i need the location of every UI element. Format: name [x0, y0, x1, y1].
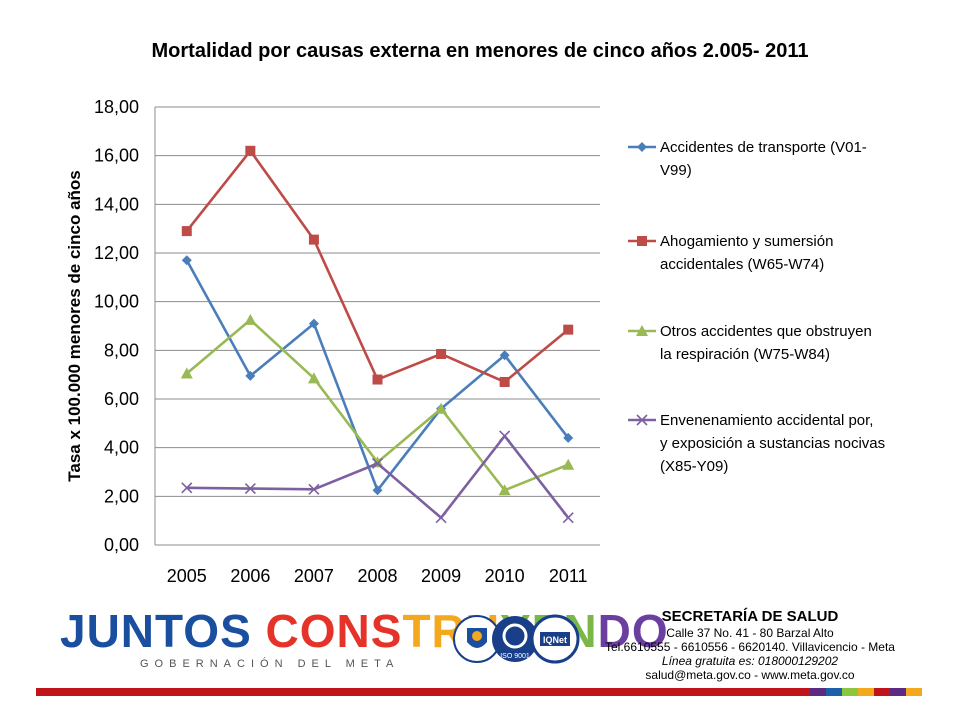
series-line: [186, 434, 570, 520]
y-tick-label: 4,00: [104, 438, 139, 458]
axes: 0,00 2,00 4,00 6,00 8,00 10,00 12,00 14,00 16,00…: [65, 97, 600, 586]
x-tick-label: 2007: [294, 566, 334, 586]
footer-red-bar: [36, 688, 810, 696]
data-point: [245, 370, 256, 381]
legend: Accidentes de transporte (V01- V99) Ahogam…: [628, 139, 885, 475]
data-point: [372, 485, 383, 496]
x-tick-label: 2010: [485, 566, 525, 586]
data-point: [307, 372, 320, 384]
data-point: [562, 512, 574, 524]
contact-block: SECRETARÍA DE SALUD Calle 37 No. 41 - 80…: [590, 608, 910, 682]
data-point: [498, 484, 511, 496]
data-point: [180, 367, 193, 379]
data-point: [371, 457, 384, 470]
gridlines: [155, 106, 600, 497]
x-tick-label: 2009: [421, 566, 461, 586]
data-point: [181, 226, 192, 237]
x-tick-label: 2011: [549, 566, 588, 586]
legend-item-2: Ahogamiento y sumersión accidentales (W65…: [628, 233, 833, 273]
iso-seal-text: ISO 9001: [500, 653, 530, 660]
footer: JUNTOS CONSTRUYENDO GOBERNACIÓN DEL META…: [0, 592, 960, 720]
color-strip-block: [810, 688, 826, 696]
legend-item-4: Envenenamiento accidental por, y exposici…: [628, 412, 885, 475]
color-strip-block: [890, 688, 906, 696]
data-point: [308, 234, 319, 245]
data-point: [244, 313, 257, 325]
y-tick-label: 2,00: [104, 486, 139, 506]
iso-certification-icon: ISO 9001: [492, 616, 538, 662]
data-point: [244, 482, 256, 495]
data-point: [563, 324, 574, 335]
legend-swatch-marker: [636, 325, 648, 336]
color-strip-block: [906, 688, 922, 696]
y-axis-title: Tasa x 100.000 menores de cinco años: [65, 170, 84, 482]
series-line: [185, 149, 570, 384]
data-point: [499, 350, 510, 361]
y-tick-label: 8,00: [104, 340, 139, 360]
logo-subtitle: GOBERNACIÓN DEL META: [140, 658, 400, 670]
contact-phone: Tel.6610555 - 6610556 - 6620140. Villavi…: [605, 640, 895, 654]
legend-label: Ahogamiento y sumersión: [660, 233, 833, 250]
contact-email: salud@meta.gov.co - www.meta.gov.co: [645, 668, 855, 682]
series-1: [181, 255, 574, 496]
data-point: [181, 255, 192, 266]
data-point: [436, 348, 447, 359]
y-tick-label: 14,00: [94, 194, 139, 214]
legend-swatch-marker: [636, 414, 648, 426]
color-strip-block: [874, 688, 890, 696]
legend-label: (X85-Y09): [660, 458, 728, 475]
data-point: [372, 374, 383, 385]
legend-label: Envenenamiento accidental por,: [660, 412, 873, 429]
iqnet-certification-icon: IQNet: [530, 614, 580, 664]
data-point: [245, 145, 256, 156]
legend-item-3: Otros accidentes que obstruyen la respira…: [628, 323, 872, 363]
x-tick-label: 2008: [357, 566, 397, 586]
logo-part-1: JUNTOS: [60, 605, 252, 657]
legend-label: la respiración (W75-W84): [660, 346, 830, 363]
data-point: [562, 458, 575, 470]
data-point: [181, 482, 193, 494]
legend-label: accidentales (W65-W74): [660, 256, 824, 273]
data-point: [499, 430, 511, 442]
x-tick-label: 2005: [167, 566, 207, 586]
color-strip-block: [826, 688, 842, 696]
contact-address: Calle 37 No. 41 - 80 Barzal Alto: [666, 626, 834, 640]
y-tick-label: 16,00: [94, 146, 139, 166]
logo-part-5: DO: [597, 605, 669, 657]
legend-swatch-marker: [637, 236, 647, 246]
series-3: [180, 313, 575, 496]
legend-item-1: Accidentes de transporte (V01- V99): [628, 139, 867, 179]
contact-heading: SECRETARÍA DE SALUD: [661, 608, 839, 625]
legend-label: V99): [660, 162, 692, 179]
series-lines: [180, 145, 575, 524]
y-tick-label: 0,00: [104, 535, 139, 555]
y-tick-label: 18,00: [94, 97, 139, 117]
contact-toll-free: Línea gratuita es: 018000129202: [661, 654, 839, 668]
data-point: [563, 432, 574, 443]
color-strip-block: [858, 688, 874, 696]
logo-part-2: CONS: [251, 605, 403, 657]
series-2: [181, 145, 574, 387]
data-point: [308, 483, 320, 495]
legend-swatch-marker: [637, 142, 647, 152]
iqnet-seal-text: IQNet: [543, 635, 567, 645]
y-tick-label: 12,00: [94, 243, 139, 263]
chart-title: Mortalidad por causas externa en menores…: [151, 40, 809, 62]
data-point: [435, 402, 448, 414]
data-point: [435, 512, 447, 524]
color-strip-block: [842, 688, 858, 696]
legend-label: y exposición a sustancias nocivas: [660, 435, 885, 452]
legend-label: Accidentes de transporte (V01-: [660, 139, 867, 156]
y-tick-label: 6,00: [104, 389, 139, 409]
line-chart: 0,00 2,00 4,00 6,00 8,00 10,00 12,00 14,00 16,00…: [65, 97, 885, 586]
x-tick-label: 2006: [230, 566, 270, 586]
legend-label: Otros accidentes que obstruyen: [660, 323, 872, 340]
y-tick-label: 10,00: [94, 292, 139, 312]
data-point: [499, 376, 510, 387]
series-4: [181, 430, 574, 524]
data-point: [308, 318, 319, 329]
